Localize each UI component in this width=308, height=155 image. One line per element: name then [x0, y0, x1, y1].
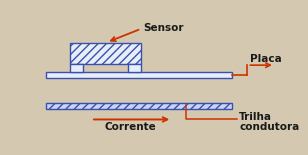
Text: Trilha: Trilha [239, 112, 272, 122]
Text: Sensor: Sensor [144, 22, 184, 33]
Bar [70, 64, 83, 72]
Bar [128, 64, 141, 72]
Text: condutora: condutora [239, 122, 299, 132]
Bar [70, 43, 141, 64]
Bar [46, 72, 232, 78]
Text: Placa: Placa [250, 54, 282, 64]
Text: Corrente: Corrente [104, 122, 156, 132]
Bar [46, 103, 232, 109]
